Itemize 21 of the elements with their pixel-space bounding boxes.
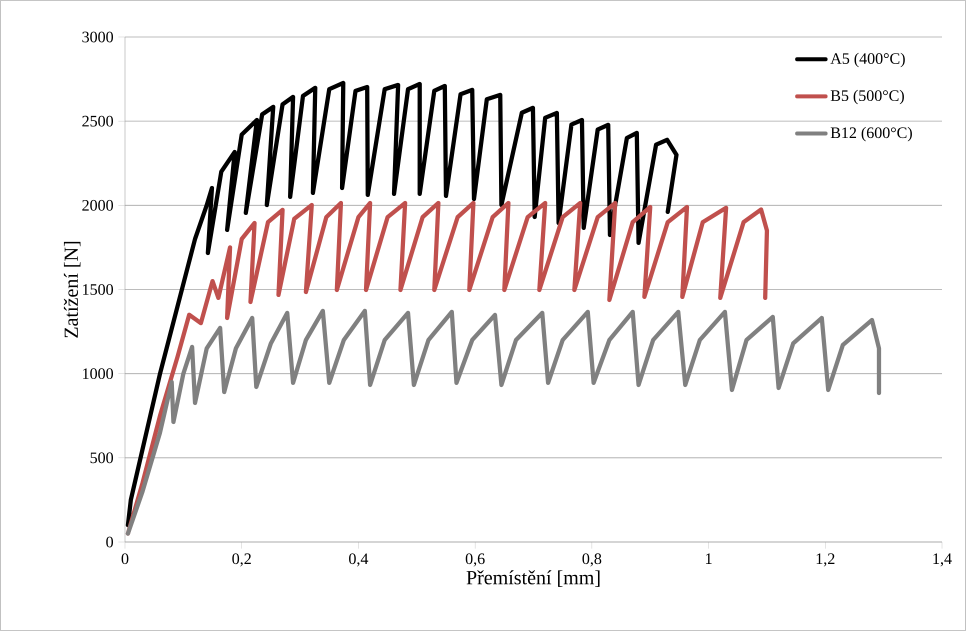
x-tick-label: 0,2: [232, 553, 251, 566]
x-axis-title: Přemístění [mm]: [466, 570, 600, 587]
x-tick-label: 1,4: [933, 553, 952, 566]
y-tick-label: 500: [90, 452, 114, 464]
line-series: [126, 308, 882, 536]
y-axis-title: Zatížení [N]: [64, 242, 80, 338]
x-tick-label: 0: [122, 553, 128, 564]
y-tick-label: 1000: [83, 368, 114, 380]
legend-label: B5 (500°C): [830, 90, 904, 104]
legend-label: B12 (600°C): [830, 126, 912, 142]
x-tick-label: 0,6: [466, 553, 485, 566]
y-tick-label: 0: [106, 536, 114, 548]
x-tick-label: 1: [706, 553, 712, 564]
x-tick-label: 1,2: [816, 553, 834, 566]
y-tick-label: 1500: [83, 284, 114, 295]
x-tick-label: 0,4: [349, 553, 368, 566]
y-tick-label: 2000: [82, 200, 114, 211]
y-tick-label: 2500: [82, 116, 114, 127]
legend-label: A5 (400°C): [830, 52, 905, 68]
y-tick-label: 3000: [82, 32, 114, 42]
x-tick-label: 0,8: [582, 553, 602, 566]
